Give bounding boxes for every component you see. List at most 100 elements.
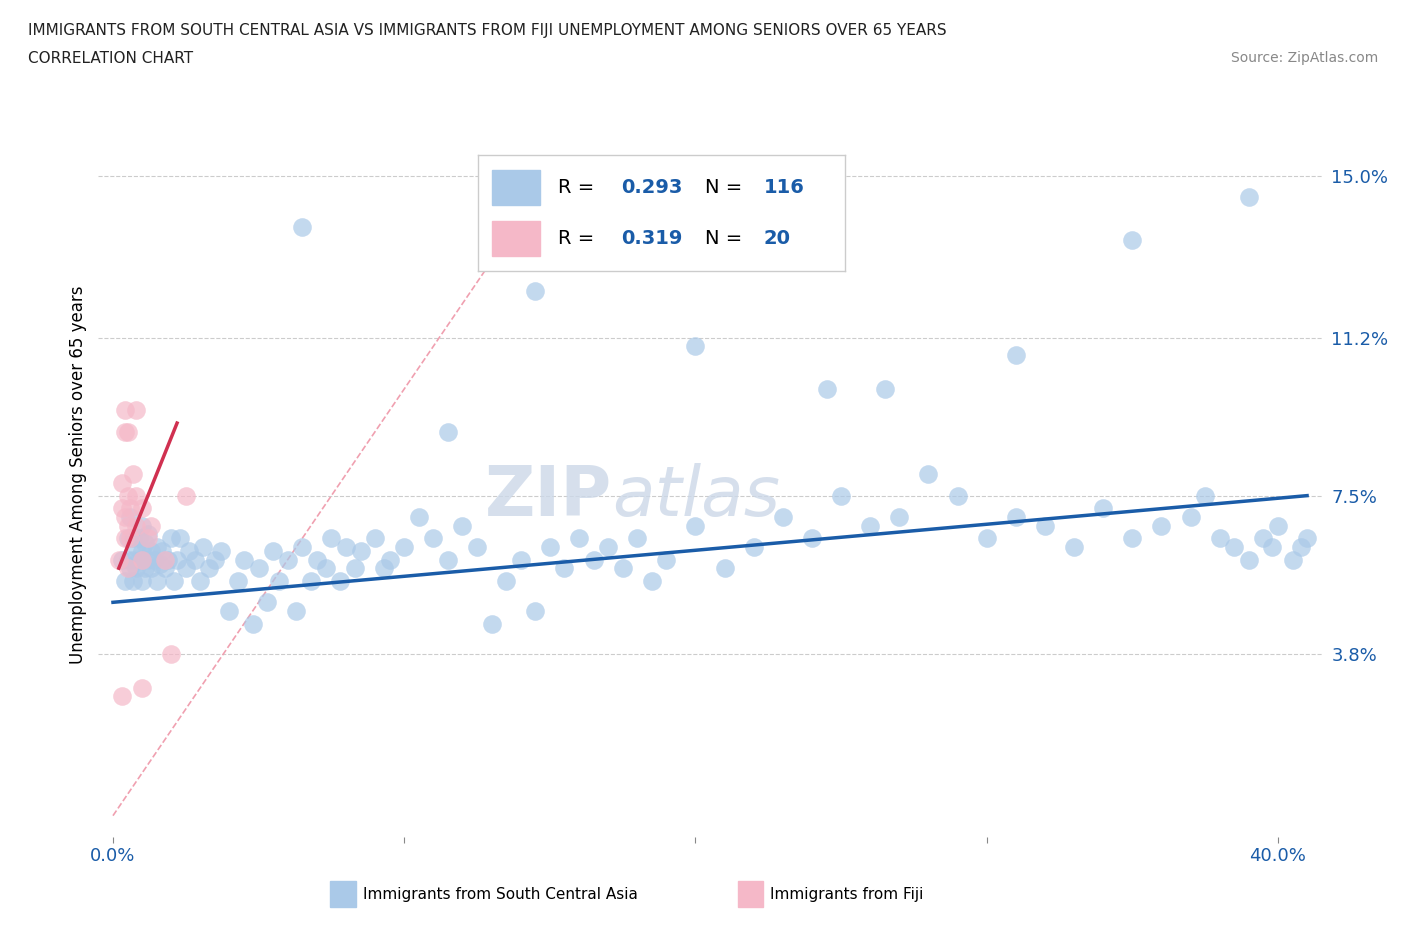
Point <box>1223 539 1246 554</box>
Point <box>1063 539 1085 554</box>
Text: N =: N = <box>706 179 748 197</box>
Point <box>125 403 148 418</box>
Point <box>305 552 328 567</box>
Point <box>117 561 139 576</box>
Point <box>1194 488 1216 503</box>
Point <box>142 552 165 567</box>
Point <box>946 488 969 503</box>
Point <box>108 552 131 567</box>
Point <box>125 539 148 554</box>
Point <box>114 574 136 589</box>
Point <box>174 561 197 576</box>
Point <box>247 561 270 576</box>
Point <box>177 544 200 559</box>
Point <box>321 531 343 546</box>
Point <box>122 574 145 589</box>
Point <box>122 467 145 482</box>
Point <box>285 604 308 618</box>
Point <box>685 518 707 533</box>
Point <box>349 544 371 559</box>
Point <box>188 574 212 589</box>
Point <box>120 531 142 546</box>
Point <box>1180 510 1202 525</box>
Text: 0.293: 0.293 <box>620 179 682 197</box>
Point <box>122 552 145 567</box>
Point <box>815 381 838 396</box>
Point <box>198 561 221 576</box>
Point <box>1296 531 1319 546</box>
Point <box>131 501 153 516</box>
Point <box>277 552 299 567</box>
Point <box>131 544 153 559</box>
Point <box>136 552 159 567</box>
Point <box>524 604 547 618</box>
Point <box>128 552 150 567</box>
Text: CORRELATION CHART: CORRELATION CHART <box>28 51 193 66</box>
Point <box>117 424 139 439</box>
Point <box>612 561 634 576</box>
Point <box>1121 531 1143 546</box>
Point <box>1237 552 1260 567</box>
Point <box>267 574 290 589</box>
Text: ZIP: ZIP <box>485 462 612 529</box>
Point <box>422 531 444 546</box>
Point <box>136 531 159 546</box>
Text: Immigrants from Fiji: Immigrants from Fiji <box>770 887 924 902</box>
Point <box>1291 539 1313 554</box>
Point <box>117 488 139 503</box>
Point <box>204 552 226 567</box>
Text: N =: N = <box>706 229 748 248</box>
Point <box>111 689 134 704</box>
Point <box>495 574 517 589</box>
Y-axis label: Unemployment Among Seniors over 65 years: Unemployment Among Seniors over 65 years <box>69 286 87 663</box>
Point <box>226 574 249 589</box>
Point <box>801 531 824 546</box>
FancyBboxPatch shape <box>492 221 540 256</box>
Point <box>859 518 882 533</box>
Point <box>364 531 387 546</box>
Point <box>641 574 664 589</box>
Point <box>713 561 735 576</box>
Point <box>685 339 707 353</box>
Point <box>120 510 142 525</box>
Text: R =: R = <box>558 179 600 197</box>
Point <box>917 467 939 482</box>
Point <box>125 561 148 576</box>
Point <box>655 552 678 567</box>
Point <box>160 531 183 546</box>
Point <box>134 535 156 550</box>
Point <box>120 501 142 516</box>
Point <box>139 561 162 576</box>
Point <box>976 531 998 546</box>
Point <box>128 531 150 546</box>
Point <box>149 556 172 571</box>
Point <box>343 561 366 576</box>
Point <box>1261 539 1284 554</box>
Point <box>509 552 531 567</box>
Point <box>291 219 314 234</box>
Point <box>166 552 188 567</box>
Point <box>291 539 314 554</box>
Point <box>873 381 896 396</box>
Point <box>524 284 547 299</box>
Point <box>1004 348 1026 363</box>
Point <box>1121 232 1143 247</box>
Point <box>155 552 177 567</box>
Point <box>1150 518 1173 533</box>
Point <box>209 544 232 559</box>
Text: IMMIGRANTS FROM SOUTH CENTRAL ASIA VS IMMIGRANTS FROM FIJI UNEMPLOYMENT AMONG SE: IMMIGRANTS FROM SOUTH CENTRAL ASIA VS IM… <box>28 23 946 38</box>
Point <box>114 424 136 439</box>
Point <box>125 488 148 503</box>
Point <box>131 574 153 589</box>
Text: 0.319: 0.319 <box>620 229 682 248</box>
Point <box>134 561 156 576</box>
FancyBboxPatch shape <box>492 170 540 205</box>
Point <box>131 552 153 567</box>
Point <box>742 539 765 554</box>
Point <box>626 531 648 546</box>
Point <box>193 539 215 554</box>
Point <box>139 544 162 559</box>
Point <box>582 552 605 567</box>
Point <box>145 539 167 554</box>
Point <box>120 561 142 576</box>
